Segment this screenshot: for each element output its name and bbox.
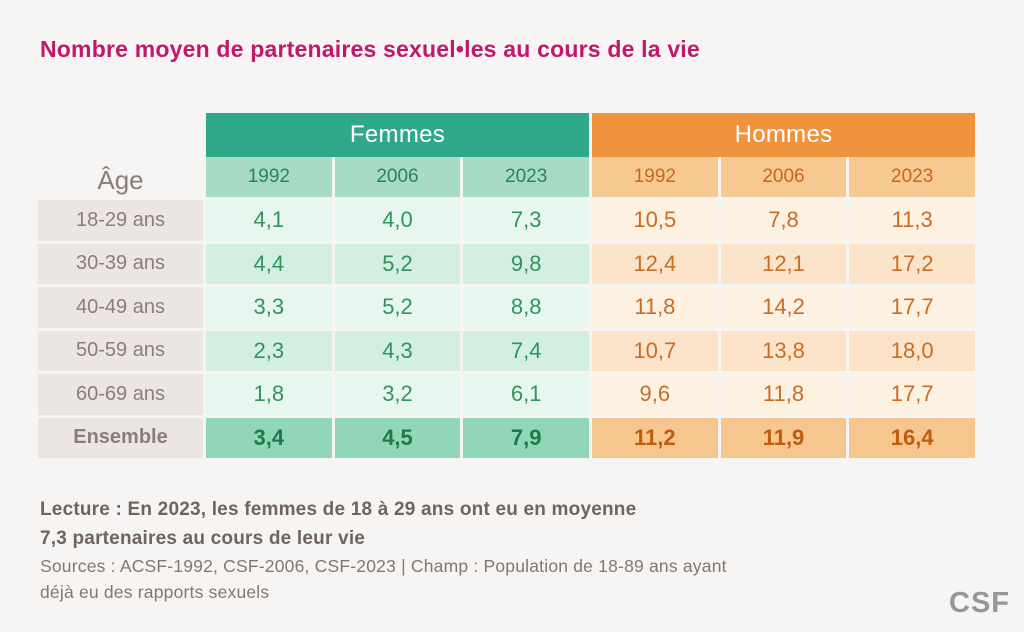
age-cell: 60-69 ans: [38, 374, 206, 418]
value-cell-femmes-1992-row2: 3,3: [206, 287, 335, 331]
sources-note-line-2: déjà eu des rapports sexuels: [40, 582, 270, 602]
value-cell-hommes-1992-row3: 10,7: [592, 330, 721, 374]
femmes-group-header: Femmes: [206, 113, 592, 157]
value-cell-femmes-2006-row2: 5,2: [334, 287, 464, 331]
value-cell-femmes-2023-row1: 9,8: [463, 243, 592, 287]
value-cell-femmes-2006-row3: 4,3: [334, 330, 464, 374]
value-cell-femmes-1992-row4: 1,8: [206, 374, 335, 418]
value-cell-hommes-2006-row3: 13,8: [720, 330, 850, 374]
value-cell-femmes-2023-row4: 6,1: [463, 374, 592, 418]
value-cell-hommes-1992-row1: 12,4: [592, 243, 721, 287]
value-cell-hommes-1992-row5: 11,2: [592, 417, 721, 461]
value-cell-femmes-2023-row2: 8,8: [463, 287, 592, 331]
value-cell-hommes-2023-row1: 17,2: [849, 243, 978, 287]
csf-logo: CSF: [949, 587, 1010, 619]
reading-note-line-1: Lecture : En 2023, les femmes de 18 à 29…: [40, 499, 637, 520]
value-cell-femmes-2006-row5: 4,5: [334, 417, 464, 461]
age-cell: 18-29 ans: [38, 200, 206, 244]
hommes-label: Hommes: [734, 121, 833, 148]
value-cell-hommes-2006-row4: 11,8: [720, 374, 850, 418]
value-cell-femmes-2023-row5: 7,9: [463, 417, 592, 461]
year-header-hommes-1992: 1992: [592, 157, 721, 200]
value-cell-hommes-2023-row0: 11,3: [849, 200, 978, 244]
age-cell: 50-59 ans: [38, 330, 206, 374]
value-cell-hommes-2023-row3: 18,0: [849, 330, 978, 374]
value-cell-femmes-1992-row0: 4,1: [206, 200, 335, 244]
value-cell-hommes-2006-row0: 7,8: [720, 200, 850, 244]
partners-table: Âge Femmes Hommes 1992 2006 2023 1992 2006 20…: [38, 113, 978, 461]
hommes-group-header: Hommes: [592, 113, 978, 157]
femmes-label: Femmes: [349, 121, 446, 148]
value-cell-femmes-2006-row1: 5,2: [334, 243, 464, 287]
age-header-label: Âge: [97, 165, 144, 195]
age-cell: Ensemble: [38, 417, 206, 461]
value-cell-femmes-1992-row5: 3,4: [206, 417, 335, 461]
page-title: Nombre moyen de partenaires sexuel•les a…: [40, 36, 700, 62]
value-cell-femmes-2023-row0: 7,3: [463, 200, 592, 244]
reading-note-line-2: 7,3 partenaires au cours de leur vie: [40, 528, 366, 549]
value-cell-hommes-1992-row2: 11,8: [592, 287, 721, 331]
year-header-femmes-1992: 1992: [206, 157, 335, 200]
value-cell-hommes-2023-row4: 17,7: [849, 374, 978, 418]
age-cell: 30-39 ans: [38, 243, 206, 287]
value-cell-hommes-2023-row5: 16,4: [849, 417, 978, 461]
year-header-hommes-2023: 2023: [849, 157, 978, 200]
value-cell-hommes-1992-row0: 10,5: [592, 200, 721, 244]
value-cell-femmes-1992-row3: 2,3: [206, 330, 335, 374]
value-cell-femmes-2006-row4: 3,2: [334, 374, 464, 418]
value-cell-hommes-2023-row2: 17,7: [849, 287, 978, 331]
value-cell-hommes-2006-row1: 12,1: [720, 243, 850, 287]
value-cell-hommes-2006-row2: 14,2: [720, 287, 850, 331]
year-header-hommes-2006: 2006: [720, 157, 850, 200]
sources-note-line-1: Sources : ACSF-1992, CSF-2006, CSF-2023 …: [40, 556, 727, 576]
value-cell-femmes-1992-row1: 4,4: [206, 243, 335, 287]
value-cell-femmes-2023-row3: 7,4: [463, 330, 592, 374]
year-header-femmes-2023: 2023: [463, 157, 592, 200]
value-cell-hommes-1992-row4: 9,6: [592, 374, 721, 418]
age-cell: 40-49 ans: [38, 287, 206, 331]
value-cell-hommes-2006-row5: 11,9: [720, 417, 850, 461]
value-cell-femmes-2006-row0: 4,0: [334, 200, 464, 244]
year-header-femmes-2006: 2006: [334, 157, 464, 200]
footnotes: Lecture : En 2023, les femmes de 18 à 29…: [40, 495, 900, 605]
age-column-header: Âge: [38, 113, 206, 200]
